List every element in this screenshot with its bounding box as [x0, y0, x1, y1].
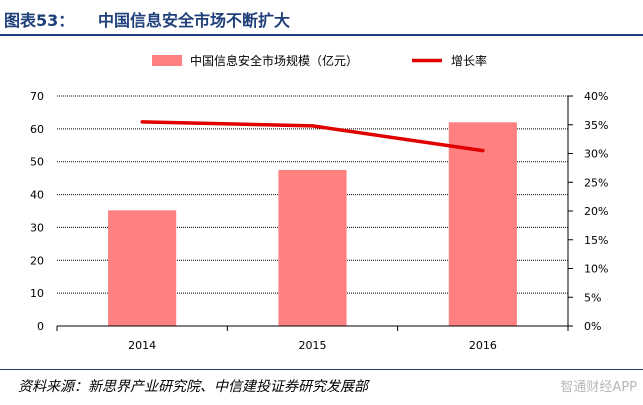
y-left-tick-label: 70	[30, 90, 44, 103]
y-right-tick-label: 20%	[584, 205, 608, 218]
figure-title: 中国信息安全市场不断扩大	[98, 11, 291, 30]
y-right-tick-label: 40%	[584, 90, 608, 103]
market-chart: 0 10 20 30 40 50 60 70 0% 5% 10% 15% 20% 25% 30% 35% 40%…	[30, 53, 608, 352]
bar	[108, 210, 177, 326]
y-left-tick-label: 40	[30, 189, 44, 202]
y-right-tick-label: 25%	[584, 176, 608, 189]
y-left-tick-label: 30	[30, 221, 44, 234]
bar	[278, 169, 347, 326]
legend-line-label: 增长率	[451, 53, 487, 68]
bar-series	[108, 122, 517, 327]
y-left-tick-label: 0	[37, 320, 44, 333]
source-divider	[0, 369, 643, 370]
y-right-tick-label: 5%	[584, 291, 601, 304]
x-tick-label: 2014	[128, 339, 156, 352]
x-tick-label: 2015	[299, 339, 327, 352]
x-tick-label: 2016	[469, 339, 497, 352]
figure-caption: 图表53： 中国信息安全市场不断扩大	[0, 0, 643, 36]
y-right-tick-label: 10%	[584, 263, 608, 276]
figure-label: 图表53：	[4, 11, 75, 30]
y-right-tick-label: 30%	[584, 148, 608, 161]
bar	[448, 122, 517, 327]
line-point	[140, 120, 144, 124]
y-right-tick-label: 35%	[584, 119, 608, 132]
line-series	[140, 120, 485, 153]
line-point	[481, 149, 485, 153]
watermark: 智通财经APP	[560, 380, 637, 395]
source-note: 资料来源：新思界产业研究院、中信建投证券研究发展部	[18, 379, 368, 395]
legend-bar-label: 中国信息安全市场规模（亿元）	[190, 53, 358, 68]
y-left-tick-label: 50	[30, 156, 44, 169]
caption-divider	[0, 34, 643, 36]
y-left-tick-label: 20	[30, 254, 44, 267]
line-point	[311, 124, 314, 128]
y-left-tick-label: 60	[30, 123, 44, 136]
y-left-tick-label: 10	[30, 287, 44, 300]
legend-bar-swatch	[152, 55, 182, 66]
legend: 中国信息安全市场规模（亿元） 增长率	[152, 53, 487, 68]
y-right-tick-label: 15%	[584, 234, 608, 247]
y-right-tick-label: 0%	[584, 320, 601, 333]
axes: 0 10 20 30 40 50 60 70 0% 5% 10% 15% 20% 25% 30% 35% 40%…	[30, 90, 608, 352]
